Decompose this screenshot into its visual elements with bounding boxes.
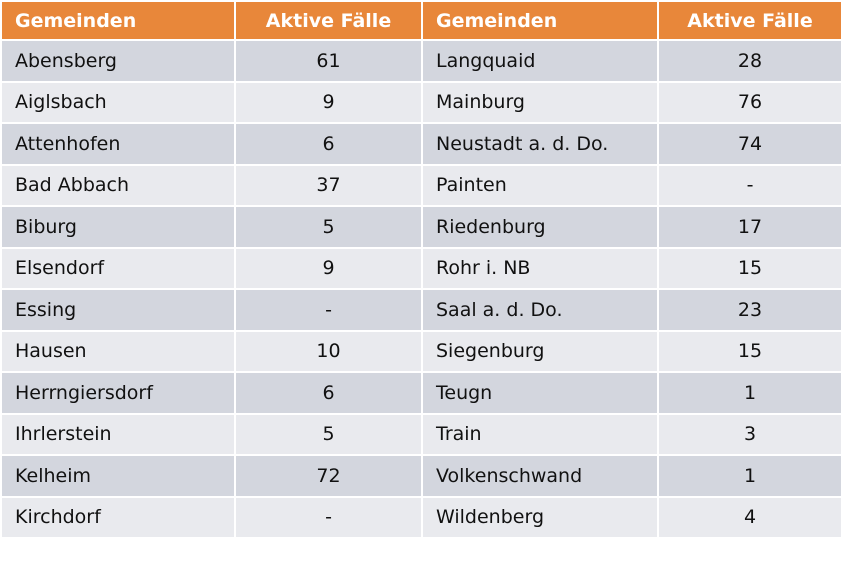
case-count: 15 [657,246,841,290]
header-cell: Gemeinden [0,0,236,41]
municipality: Ihrlerstein [0,412,236,456]
case-count: 4 [657,495,841,539]
case-count: 3 [657,412,841,456]
case-count: 15 [657,329,841,373]
municipality: Herrngiersdorf [0,371,236,415]
case-count: 6 [234,122,423,166]
case-count: 23 [657,288,841,332]
table-row: Kelheim 72 Volkenschwand 1 [0,454,841,498]
header-row: Gemeinden Aktive Fälle Gemeinden Aktive Fäl… [0,0,841,41]
table-row: Biburg 5 Riedenburg 17 [0,205,841,249]
municipality: Abensberg [0,39,236,83]
case-count: - [234,288,423,332]
municipality: Teugn [421,371,659,415]
municipality: Hausen [0,329,236,373]
case-count: 72 [234,454,423,498]
municipality: Kelheim [0,454,236,498]
municipality: Attenhofen [0,122,236,166]
case-count: 28 [657,39,841,83]
municipality: Kirchdorf [0,495,236,539]
table-row: Ihrlerstein 5 Train 3 [0,412,841,456]
case-count: 5 [234,412,423,456]
municipality: Siegenburg [421,329,659,373]
table-row: Abensberg 61 Langquaid 28 [0,39,841,83]
municipality: Riedenburg [421,205,659,249]
municipality: Wildenberg [421,495,659,539]
municipality: Painten [421,163,659,207]
municipality: Bad Abbach [0,163,236,207]
case-count: 37 [234,163,423,207]
table-row: Herrngiersdorf 6 Teugn 1 [0,371,841,415]
table-row: Bad Abbach 37 Painten - [0,163,841,207]
case-count: 74 [657,122,841,166]
municipality: Elsendorf [0,246,236,290]
table-row: Attenhofen 6 Neustadt a. d. Do. 74 [0,122,841,166]
case-count: - [234,495,423,539]
table-row: Essing - Saal a. d. Do. 23 [0,288,841,332]
municipality: Train [421,412,659,456]
table-row: Kirchdorf - Wildenberg 4 [0,495,841,539]
case-count: 9 [234,246,423,290]
municipality: Essing [0,288,236,332]
header-cell: Aktive Fälle [234,0,423,41]
table-row: Elsendorf 9 Rohr i. NB 15 [0,246,841,290]
header-cell: Aktive Fälle [657,0,841,41]
case-count: 6 [234,371,423,415]
case-count: 5 [234,205,423,249]
table-row: Hausen 10 Siegenburg 15 [0,329,841,373]
cases-table: Gemeinden Aktive Fälle Gemeinden Aktive Fäl… [0,0,841,539]
municipality: Volkenschwand [421,454,659,498]
municipality: Biburg [0,205,236,249]
case-count: 61 [234,39,423,83]
municipality: Saal a. d. Do. [421,288,659,332]
case-count: 1 [657,371,841,415]
case-count: 10 [234,329,423,373]
header-cell: Gemeinden [421,0,659,41]
case-count: 1 [657,454,841,498]
municipality: Langquaid [421,39,659,83]
case-count: 9 [234,80,423,124]
municipality: Rohr i. NB [421,246,659,290]
case-count: 17 [657,205,841,249]
municipality: Aiglsbach [0,80,236,124]
municipality: Mainburg [421,80,659,124]
case-count: - [657,163,841,207]
case-count: 76 [657,80,841,124]
table-row: Aiglsbach 9 Mainburg 76 [0,80,841,124]
municipality: Neustadt a. d. Do. [421,122,659,166]
